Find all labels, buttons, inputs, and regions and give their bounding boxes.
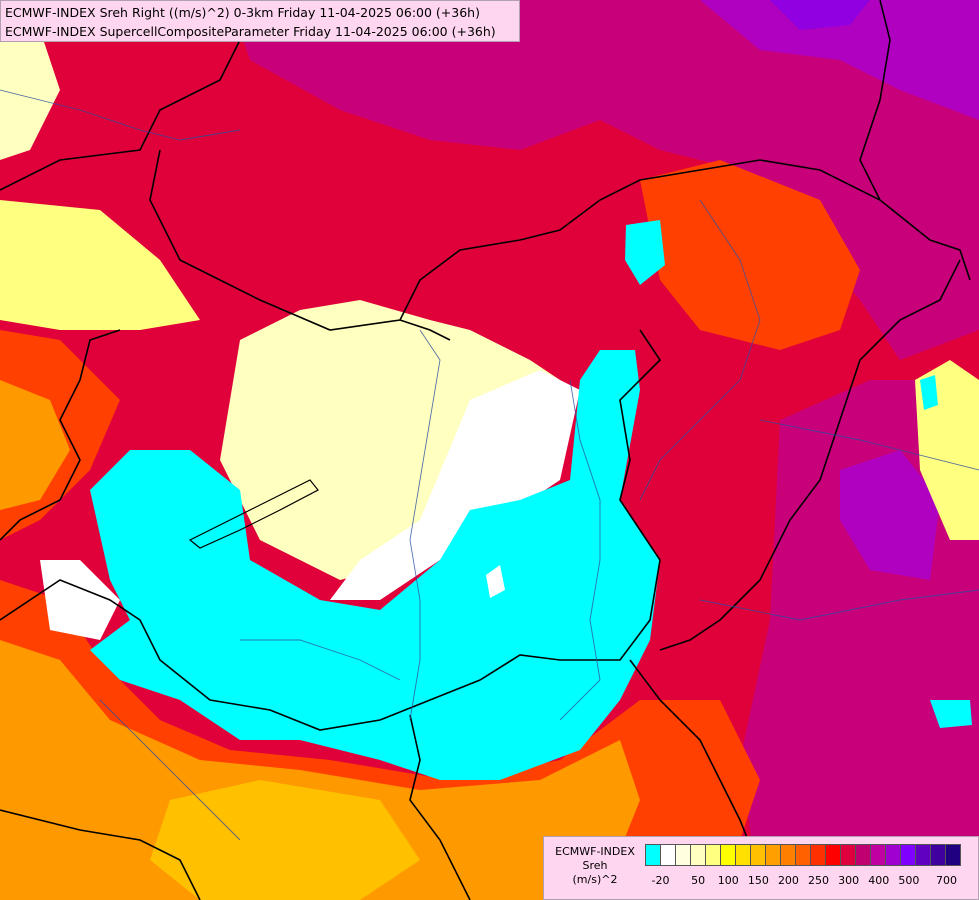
- rivers: [0, 89, 979, 841]
- legend-tick-label: 50: [691, 874, 706, 887]
- legend-label-unit: (m/s)^2: [572, 873, 618, 886]
- legend-tick-label: 250: [808, 874, 830, 887]
- legend-tick-label: 400: [868, 874, 890, 887]
- legend-swatch: [870, 844, 886, 866]
- legend-swatch: [780, 844, 796, 866]
- map-title-box: ECMWF-INDEX Sreh Right ((m/s)^2) 0-3km F…: [0, 0, 520, 42]
- legend-swatch: [795, 844, 811, 866]
- legend-label-model: ECMWF-INDEX: [555, 845, 635, 858]
- legend-tick-label: 200: [777, 874, 799, 887]
- cyan-field-low-srh: [90, 350, 660, 780]
- legend-swatch: [825, 844, 841, 866]
- legend-swatch: [720, 844, 736, 866]
- legend-swatch: [810, 844, 826, 866]
- cyan-patch-northeast: [920, 375, 938, 410]
- legend-swatch: [945, 844, 961, 866]
- legend-tick-label: 150: [747, 874, 769, 887]
- pale-yellow-field-center: [220, 300, 560, 580]
- legend-tick-label: 300: [838, 874, 860, 887]
- legend-swatch: [675, 844, 691, 866]
- yellow-field-west: [0, 200, 200, 330]
- legend-tick-label: 500: [898, 874, 920, 887]
- purple-field-east: [840, 450, 940, 580]
- legend-swatch: [900, 844, 916, 866]
- legend-swatches: [645, 844, 961, 866]
- white-field-center: [330, 370, 580, 600]
- purple-field-northeast: [700, 0, 979, 120]
- legend-tick-label: 100: [717, 874, 739, 887]
- legend-swatch: [735, 844, 751, 866]
- legend-label: ECMWF-INDEX Sreh (m/s)^2: [548, 845, 642, 887]
- legend-swatch: [705, 844, 721, 866]
- orange-field-west: [0, 380, 70, 510]
- map-title-srh: ECMWF-INDEX Sreh Right ((m/s)^2) 0-3km F…: [5, 5, 480, 20]
- legend-swatch: [930, 844, 946, 866]
- cyan-patch-east: [930, 700, 972, 728]
- legend-swatch: [645, 844, 661, 866]
- yellow-field-northwest: [0, 30, 60, 160]
- legend-swatch: [750, 844, 766, 866]
- legend-swatch: [690, 844, 706, 866]
- yellow-orange-field-south: [150, 780, 420, 900]
- lake-balaton: [188, 479, 319, 549]
- legend-swatch: [660, 844, 676, 866]
- legend-tick-label: -20: [651, 874, 670, 887]
- legend-ticks: -20 50 100 150 200 250 300 400 500 700: [645, 874, 975, 890]
- color-legend: ECMWF-INDEX Sreh (m/s)^2 -20 50 100 150 200 2…: [543, 836, 979, 900]
- legend-swatch: [915, 844, 931, 866]
- legend-swatch: [855, 844, 871, 866]
- legend-label-parameter: Sreh: [582, 859, 608, 872]
- red-orange-field-northeast: [640, 160, 860, 350]
- magenta-field-north: [230, 0, 979, 360]
- legend-swatch: [840, 844, 856, 866]
- white-hole-center: [486, 565, 505, 598]
- map-title-scp: ECMWF-INDEX SupercellCompositeParameter …: [5, 24, 496, 39]
- violet-field-northeast: [770, 0, 870, 30]
- legend-swatch: [765, 844, 781, 866]
- legend-swatch: [885, 844, 901, 866]
- cyan-patch-north-1: [625, 220, 665, 285]
- legend-tick-label: 700: [935, 874, 957, 887]
